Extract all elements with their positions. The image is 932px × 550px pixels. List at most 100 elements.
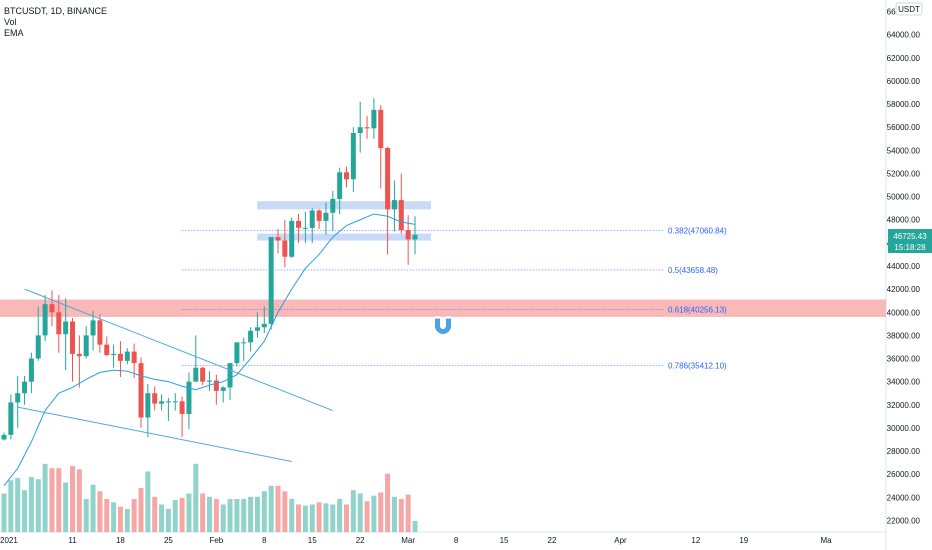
volume-bar — [398, 499, 404, 532]
price-tick-label: 36000.00 — [887, 355, 921, 364]
price-tick-label: 34000.00 — [887, 378, 921, 387]
last-price-value: 46725.43 — [893, 232, 927, 241]
volume-bar — [378, 492, 384, 532]
volume-bar — [193, 463, 199, 532]
chart-legend: BTCUSDT, 1D, BINANCE Vol EMA — [4, 6, 107, 39]
trendline-1 — [17, 406, 292, 462]
price-tick-label: 60000.00 — [887, 77, 921, 86]
time-tick-label: Feb — [209, 536, 223, 545]
volume-bar — [309, 504, 315, 532]
time-axis[interactable]: 2021 11 18 25 Feb 8 15 22 Mar 8 15 22 Apr 12 19 Ma — [0, 536, 832, 545]
candle-body — [323, 212, 329, 221]
time-tick-label: 8 — [262, 536, 267, 545]
volume-bar — [323, 503, 329, 532]
volume-bar — [90, 484, 96, 532]
legend-ema[interactable]: EMA — [4, 28, 24, 38]
candle-body — [391, 200, 397, 210]
volume-bar — [344, 504, 349, 532]
volume-bar — [35, 479, 41, 532]
volume-bar — [159, 504, 165, 532]
volume-bar — [337, 499, 343, 532]
candle-body — [152, 393, 158, 404]
price-tick-label: 48000.00 — [887, 216, 921, 225]
currency-badge[interactable]: USDT — [895, 2, 923, 16]
price-tick-label: 28000.00 — [887, 447, 921, 456]
time-tick-label: 11 — [68, 536, 77, 545]
price-tick-label: 58000.00 — [887, 100, 921, 109]
volume-bar — [302, 505, 308, 532]
time-tick-label: Ma — [820, 536, 832, 545]
price-tick-label: 50000.00 — [887, 193, 921, 202]
volume-bar — [165, 508, 171, 532]
volume-bar — [385, 473, 391, 532]
volume-bar — [22, 490, 28, 532]
volume-bar — [8, 480, 14, 532]
candle-body — [337, 172, 343, 199]
candle-body — [76, 353, 82, 357]
candle-body — [90, 320, 96, 336]
time-tick-label: 2021 — [0, 536, 18, 545]
currency-label: USDT — [898, 5, 920, 14]
volume-bar — [42, 463, 48, 532]
volume-bar — [49, 468, 55, 532]
candle-body — [104, 344, 110, 356]
candle-body — [172, 401, 178, 403]
candle-body — [97, 320, 103, 345]
volume-bar — [70, 466, 75, 532]
volume-bar — [282, 491, 288, 532]
volume-bar — [56, 468, 62, 532]
candle-body — [42, 304, 48, 336]
candle-body — [371, 109, 377, 129]
price-tick-label: 22000.00 — [887, 516, 921, 525]
candle-body — [234, 342, 240, 364]
price-tick-label: 52000.00 — [887, 169, 921, 178]
volume-bar — [111, 502, 117, 532]
time-tick-label: 15 — [308, 536, 317, 545]
candle-body — [275, 237, 281, 241]
volume-bar — [207, 496, 212, 532]
volume-bar — [261, 491, 267, 532]
price-tick-label: 26000.00 — [887, 470, 921, 479]
candle-body — [193, 367, 199, 382]
volume-bar — [405, 494, 411, 532]
volume-bar — [1, 493, 7, 532]
time-tick-label: 18 — [116, 536, 125, 545]
candle-body — [70, 321, 75, 354]
price-tick-label: 30000.00 — [887, 424, 921, 433]
time-tick-label: 22 — [548, 536, 557, 545]
volume-bar — [227, 499, 233, 532]
volume-bar — [15, 478, 21, 532]
volume-bar — [138, 488, 144, 532]
volume-bar — [371, 495, 377, 532]
candle-body — [385, 148, 391, 210]
legend-vol[interactable]: Vol — [4, 17, 17, 27]
volume-bar — [83, 499, 89, 532]
zone-support-1 — [257, 233, 431, 241]
candle-body — [49, 304, 55, 313]
price-tick-label: 54000.00 — [887, 146, 921, 155]
time-tick-label: 15 — [500, 536, 509, 545]
trendline-layer — [17, 288, 333, 462]
candle-body — [405, 230, 411, 240]
legend-symbol[interactable]: BTCUSDT, 1D, BINANCE — [4, 6, 108, 16]
candle-body — [22, 381, 28, 394]
candle-body — [56, 312, 62, 335]
candle-body — [282, 240, 288, 257]
candle-body — [344, 172, 349, 180]
price-axis[interactable]: 66000.0064000.0062000.0060000.0058000.00… — [887, 8, 921, 526]
volume-bar — [330, 504, 336, 532]
candle-body — [1, 434, 7, 440]
price-tick-label: 40000.00 — [887, 308, 921, 317]
volume-bar — [104, 499, 110, 532]
volume-bar — [234, 499, 240, 532]
candle-body — [248, 330, 254, 343]
candle-body — [412, 234, 418, 240]
magnet-icon[interactable] — [435, 316, 451, 334]
candle-body — [186, 381, 192, 415]
candle-body — [179, 401, 185, 415]
volume-bar — [220, 504, 226, 532]
candle-body — [131, 351, 137, 364]
candle-body — [111, 353, 117, 356]
